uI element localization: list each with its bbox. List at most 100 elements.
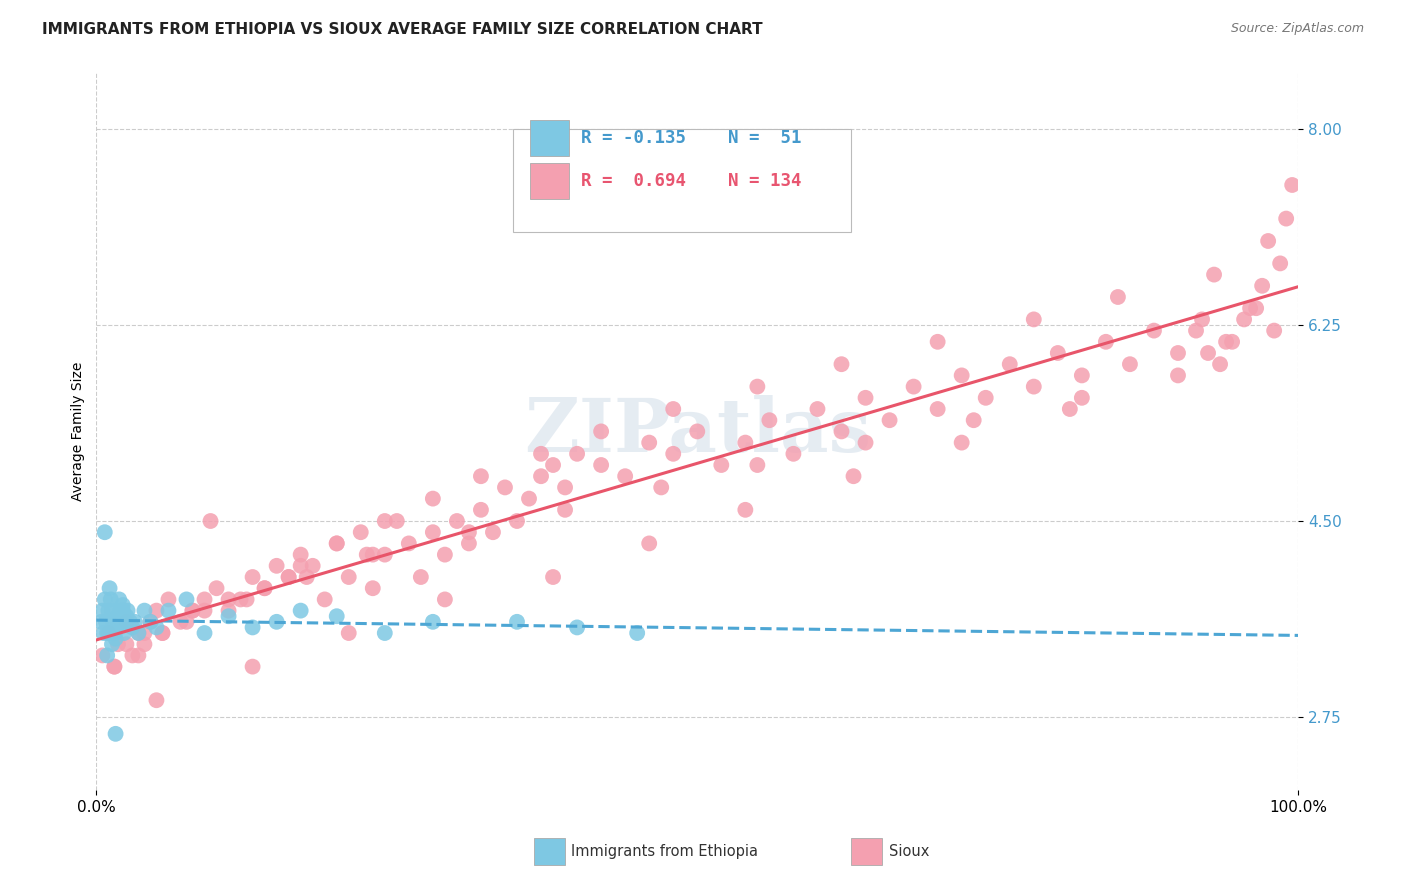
Point — [117, 604, 139, 618]
Point — [96, 626, 118, 640]
Point — [963, 413, 986, 427]
Point — [831, 425, 853, 439]
Point — [458, 536, 481, 550]
Point — [458, 525, 481, 540]
Point — [218, 609, 240, 624]
Point — [290, 604, 312, 618]
Point — [111, 598, 134, 612]
Point — [1209, 357, 1232, 371]
Point — [1191, 312, 1213, 326]
Point — [1119, 357, 1142, 371]
Point — [103, 659, 125, 673]
Point — [118, 615, 141, 629]
Point — [950, 435, 973, 450]
Point — [134, 626, 156, 640]
Point — [103, 659, 125, 673]
Point — [506, 514, 529, 528]
Text: Sioux: Sioux — [889, 845, 929, 859]
Point — [107, 609, 129, 624]
Text: ZIPatlas: ZIPatlas — [524, 395, 870, 468]
Point — [686, 425, 709, 439]
Point — [903, 379, 925, 393]
Point — [229, 592, 252, 607]
Point — [107, 637, 129, 651]
Point — [115, 615, 138, 629]
Point — [831, 357, 853, 371]
Text: R = -0.135    N =  51: R = -0.135 N = 51 — [581, 129, 801, 147]
Point — [145, 693, 167, 707]
Point — [127, 626, 149, 640]
Point — [107, 609, 129, 624]
Point — [277, 570, 299, 584]
Point — [110, 604, 132, 618]
Point — [1167, 346, 1189, 360]
Point — [110, 615, 132, 629]
Point — [1244, 301, 1267, 316]
Point — [662, 402, 685, 417]
Point — [638, 435, 661, 450]
Point — [374, 626, 396, 640]
Point — [253, 581, 276, 595]
Point — [325, 536, 347, 550]
Point — [121, 620, 143, 634]
Point — [253, 581, 276, 595]
Text: IMMIGRANTS FROM ETHIOPIA VS SIOUX AVERAGE FAMILY SIZE CORRELATION CHART: IMMIGRANTS FROM ETHIOPIA VS SIOUX AVERAG… — [42, 22, 763, 37]
Point — [101, 637, 124, 651]
Point — [1215, 334, 1237, 349]
Point — [91, 604, 114, 618]
Point — [139, 615, 162, 629]
Point — [842, 469, 865, 483]
Point — [112, 626, 135, 640]
Point — [626, 626, 648, 640]
Point — [734, 435, 756, 450]
Point — [176, 592, 198, 607]
Point — [782, 447, 804, 461]
Point — [565, 620, 588, 634]
Point — [1022, 312, 1045, 326]
Point — [157, 592, 180, 607]
Point — [433, 548, 456, 562]
Point — [105, 620, 128, 634]
Point — [242, 620, 264, 634]
Point — [169, 615, 191, 629]
Point — [301, 558, 323, 573]
Text: R =  0.694    N = 134: R = 0.694 N = 134 — [581, 172, 801, 190]
Point — [205, 581, 228, 595]
Point — [134, 637, 156, 651]
Point — [127, 648, 149, 663]
Point — [650, 480, 672, 494]
Point — [855, 391, 877, 405]
Point — [446, 514, 468, 528]
Point — [409, 570, 432, 584]
Point — [277, 570, 299, 584]
Point — [879, 413, 901, 427]
Point — [1059, 402, 1081, 417]
Point — [242, 659, 264, 673]
Point — [398, 536, 420, 550]
Point — [422, 615, 444, 629]
Point — [266, 615, 288, 629]
Point — [422, 491, 444, 506]
Point — [1197, 346, 1219, 360]
Point — [927, 402, 949, 417]
Point — [1251, 278, 1274, 293]
Y-axis label: Average Family Size: Average Family Size — [72, 362, 86, 501]
Point — [193, 604, 215, 618]
Point — [139, 615, 162, 629]
Point — [1257, 234, 1279, 248]
Point — [758, 413, 780, 427]
Point — [662, 447, 685, 461]
Point — [337, 570, 360, 584]
Point — [1167, 368, 1189, 383]
Point — [1022, 379, 1045, 393]
Point — [157, 604, 180, 618]
Point — [517, 491, 540, 506]
Point — [90, 615, 112, 629]
Point — [176, 615, 198, 629]
Point — [530, 447, 553, 461]
Point — [325, 536, 347, 550]
Point — [565, 447, 588, 461]
Point — [181, 604, 204, 618]
Point — [747, 458, 769, 472]
Point — [638, 536, 661, 550]
